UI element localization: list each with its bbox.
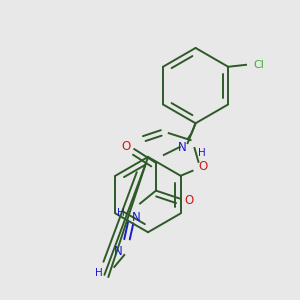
Text: H: H xyxy=(117,208,125,218)
Text: O: O xyxy=(184,194,193,207)
Text: O: O xyxy=(122,140,131,152)
Text: Cl: Cl xyxy=(254,60,264,70)
Text: H: H xyxy=(94,268,102,278)
Text: O: O xyxy=(199,160,208,173)
Text: N: N xyxy=(178,140,187,154)
Text: N: N xyxy=(114,244,123,258)
Text: N: N xyxy=(132,211,140,224)
Text: H: H xyxy=(198,148,206,158)
